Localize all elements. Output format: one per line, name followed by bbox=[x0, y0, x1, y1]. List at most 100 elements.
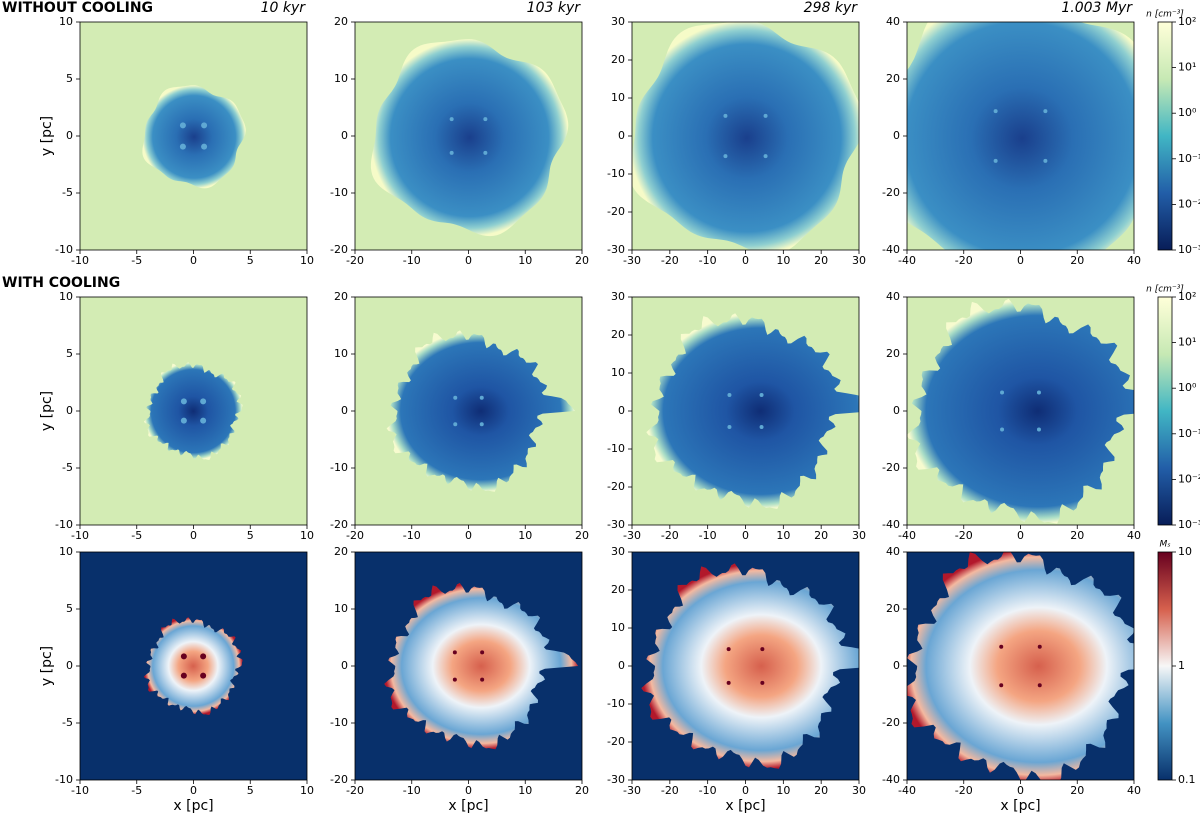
y-tick-label: 10 bbox=[334, 347, 348, 360]
x-tick-label: -20 bbox=[955, 529, 973, 542]
y-tick-label: 10 bbox=[611, 91, 625, 104]
y-tick-label: 20 bbox=[886, 347, 900, 360]
source bbox=[1000, 390, 1005, 395]
x-tick-label: 20 bbox=[575, 784, 589, 797]
source bbox=[179, 143, 186, 150]
x-tick-label: -20 bbox=[955, 784, 973, 797]
x-tick-label: -30 bbox=[623, 254, 641, 267]
colorbar-tick-label: 10¹ bbox=[1178, 336, 1196, 349]
heatmap-image bbox=[143, 362, 243, 460]
x-tick-label: 0 bbox=[1017, 784, 1024, 797]
heatmap-image bbox=[142, 85, 246, 189]
source bbox=[723, 154, 728, 159]
blob bbox=[632, 22, 859, 250]
x-tick-label: 30 bbox=[852, 254, 866, 267]
source bbox=[760, 647, 765, 652]
x-tick-label: 10 bbox=[518, 254, 532, 267]
heatmap-image bbox=[907, 552, 1134, 780]
blob bbox=[384, 583, 579, 750]
blob bbox=[143, 617, 243, 715]
y-tick-label: 10 bbox=[611, 366, 625, 379]
x-tick-label: -30 bbox=[623, 784, 641, 797]
colorbar-tick-label: 10² bbox=[1178, 15, 1196, 28]
source bbox=[483, 117, 488, 122]
y-tick-label: 0 bbox=[618, 129, 625, 142]
colorbar-label: n [cm⁻³] bbox=[1146, 285, 1184, 295]
x-tick-label: 40 bbox=[1127, 784, 1141, 797]
x-tick-label: 10 bbox=[300, 529, 314, 542]
row-label: WITH COOLING bbox=[2, 275, 120, 291]
source bbox=[200, 672, 207, 679]
x-tick-label: -10 bbox=[699, 784, 717, 797]
blob bbox=[646, 313, 859, 509]
y-tick-label: -20 bbox=[607, 735, 625, 748]
x-tick-label: 0 bbox=[1017, 529, 1024, 542]
x-tick-label: -10 bbox=[699, 254, 717, 267]
source bbox=[760, 680, 765, 685]
heatmap-image bbox=[907, 298, 1134, 524]
x-tick-label: 0 bbox=[190, 254, 197, 267]
panel-title: 1.003 Myr bbox=[1061, 0, 1133, 16]
y-tick-label: -10 bbox=[607, 167, 625, 180]
x-tick-label: -5 bbox=[131, 784, 142, 797]
y-tick-label: -20 bbox=[330, 518, 348, 531]
y-tick-label: 20 bbox=[334, 15, 348, 28]
blob bbox=[370, 39, 569, 237]
source bbox=[1043, 158, 1048, 163]
colorbar-label: n [cm⁻³] bbox=[1146, 10, 1184, 20]
y-tick-label: 10 bbox=[334, 602, 348, 615]
source bbox=[759, 425, 764, 430]
x-tick-label: -20 bbox=[346, 529, 364, 542]
y-tick-label: -30 bbox=[607, 518, 625, 531]
y-tick-label: -10 bbox=[607, 442, 625, 455]
x-tick-label: 10 bbox=[776, 254, 790, 267]
source bbox=[483, 150, 488, 155]
source bbox=[1043, 109, 1048, 114]
x-tick-label: 40 bbox=[1127, 529, 1141, 542]
source bbox=[727, 392, 732, 397]
y-tick-label: 10 bbox=[611, 621, 625, 634]
y-tick-label: 20 bbox=[611, 328, 625, 341]
y-tick-label: 0 bbox=[341, 404, 348, 417]
colorbar-tick-label: 10⁻³ bbox=[1178, 518, 1200, 531]
source bbox=[1036, 427, 1041, 432]
source bbox=[1037, 644, 1042, 649]
y-tick-label: 0 bbox=[618, 404, 625, 417]
x-tick-label: -10 bbox=[403, 784, 421, 797]
source bbox=[999, 683, 1004, 688]
y-axis-label: y [pc] bbox=[39, 116, 55, 156]
y-tick-label: -40 bbox=[882, 243, 900, 256]
colorbar-tick-label: 10⁻² bbox=[1178, 197, 1200, 210]
heatmap-image bbox=[384, 583, 579, 750]
source bbox=[726, 680, 731, 685]
x-tick-label: -10 bbox=[403, 254, 421, 267]
y-tick-label: 20 bbox=[886, 72, 900, 85]
heatmap-image bbox=[386, 330, 575, 492]
y-tick-label: 20 bbox=[611, 53, 625, 66]
source bbox=[180, 398, 187, 405]
heatmap-image bbox=[370, 39, 569, 237]
x-tick-label: -20 bbox=[661, 529, 679, 542]
blob bbox=[386, 330, 575, 492]
y-tick-label: 10 bbox=[59, 290, 73, 303]
colorbar-tick-label: 10 bbox=[1178, 545, 1192, 558]
y-tick-label: -30 bbox=[607, 773, 625, 786]
source bbox=[999, 644, 1004, 649]
y-tick-label: 30 bbox=[611, 290, 625, 303]
panel-title: 103 kyr bbox=[527, 0, 582, 16]
x-tick-label: -10 bbox=[71, 784, 89, 797]
source bbox=[1036, 390, 1041, 395]
x-tick-label: -20 bbox=[661, 254, 679, 267]
blob bbox=[142, 85, 246, 189]
source bbox=[200, 398, 207, 405]
y-tick-label: -5 bbox=[62, 186, 73, 199]
source bbox=[180, 653, 187, 660]
colorbar-tick-label: 10² bbox=[1178, 290, 1196, 303]
colorbar bbox=[1157, 296, 1173, 526]
y-tick-label: -20 bbox=[882, 461, 900, 474]
colorbar-tick-label: 1 bbox=[1178, 659, 1185, 672]
x-tick-label: 10 bbox=[518, 784, 532, 797]
x-tick-label: -10 bbox=[403, 529, 421, 542]
colorbar-tick-label: 0.1 bbox=[1178, 773, 1196, 786]
